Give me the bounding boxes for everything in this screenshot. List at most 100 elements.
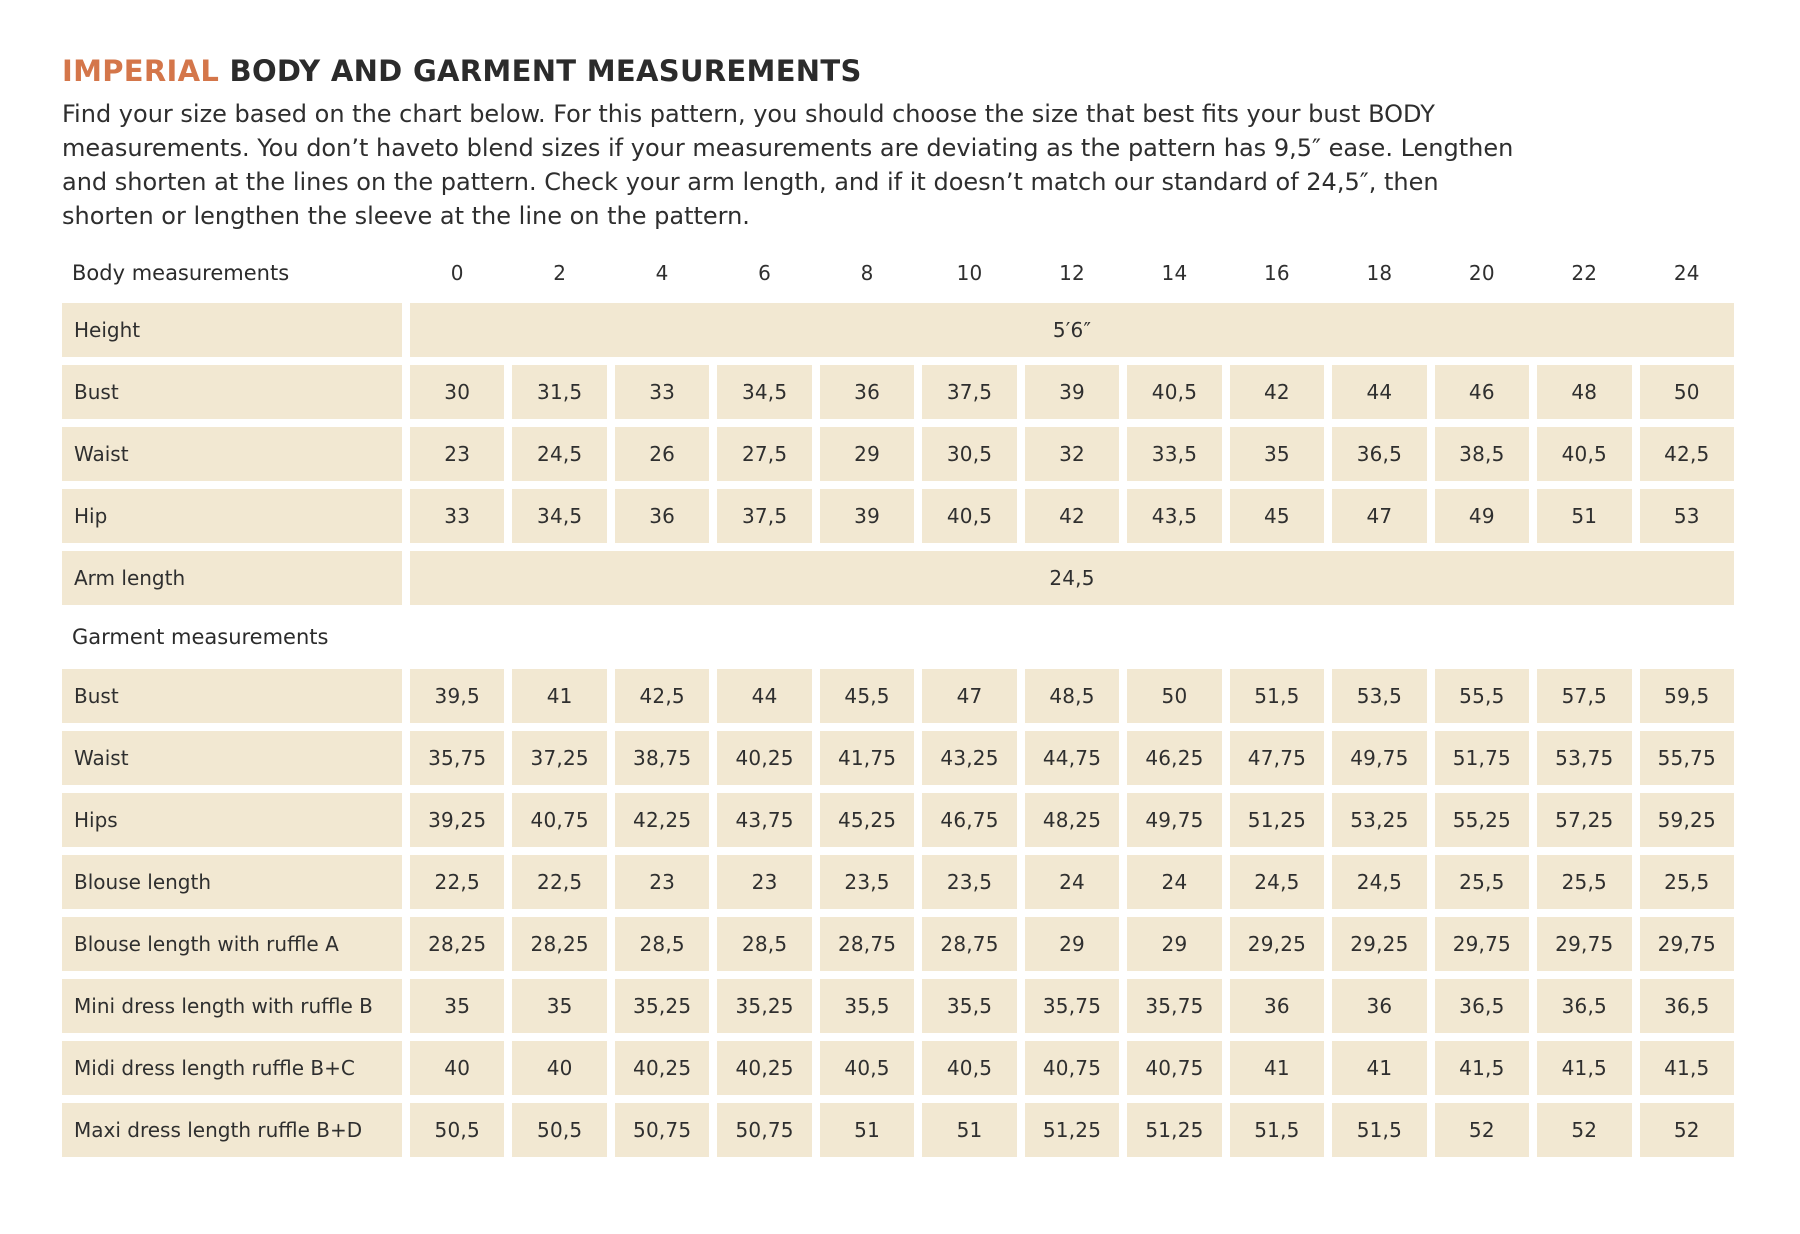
value-cell: 41,75	[819, 731, 915, 785]
value-cell: 55,25	[1434, 793, 1530, 847]
value-cell: 36	[819, 365, 915, 419]
value-cell: 40,75	[1127, 1041, 1222, 1095]
value-cell: 30,5	[922, 427, 1017, 481]
size-column-header: 10	[956, 261, 983, 285]
value-cell: 51,25	[1024, 1103, 1120, 1157]
value-cell: 36	[1332, 979, 1427, 1033]
value-cell: 40,25	[717, 731, 812, 785]
value-cell: 39	[819, 489, 915, 543]
value-cell: 50,5	[512, 1103, 607, 1157]
row-label: Arm length	[62, 551, 402, 605]
value-cell: 35,75	[1127, 979, 1222, 1033]
value-cell: 40,25	[717, 1041, 812, 1095]
value-cell: 46	[1434, 365, 1530, 419]
value-cell: 36,5	[1434, 979, 1530, 1033]
value-cell: 29	[1024, 917, 1120, 971]
size-column-header: 16	[1263, 261, 1290, 285]
row-label: Maxi dress length ruffle B+D	[62, 1103, 402, 1157]
value-cell: 51,5	[1229, 1103, 1325, 1157]
row-label: Mini dress length with ruffle B	[62, 979, 402, 1033]
value-cell: 46,75	[922, 793, 1017, 847]
title-highlight: IMPERIAL	[62, 54, 220, 88]
garment-header-spacer	[410, 613, 1734, 661]
value-cell: 45,25	[819, 793, 915, 847]
value-cell: 44	[717, 669, 812, 723]
value-cell: 47	[1332, 489, 1427, 543]
value-cell: 55,75	[1639, 731, 1734, 785]
value-cell: 57,5	[1537, 669, 1632, 723]
row-label: Midi dress length ruffle B+C	[62, 1041, 402, 1095]
value-cell: 28,75	[922, 917, 1017, 971]
size-column-header: 0	[450, 261, 464, 285]
value-cell: 28,75	[819, 917, 915, 971]
value-cell: 28,5	[717, 917, 812, 971]
value-cell: 29,25	[1229, 917, 1325, 971]
value-cell: 50	[1639, 365, 1734, 419]
value-cell: 51	[1537, 489, 1632, 543]
intro-line: measurements. You don’t haveto blend siz…	[62, 134, 1514, 162]
value-cell: 49,75	[1332, 731, 1427, 785]
value-cell: 30	[410, 365, 505, 419]
value-cell: 24	[1024, 855, 1120, 909]
value-cell: 40,75	[512, 793, 607, 847]
value-cell: 41,5	[1639, 1041, 1734, 1095]
value-cell: 28,25	[410, 917, 505, 971]
value-cell: 53,75	[1537, 731, 1632, 785]
value-cell: 24,5	[1332, 855, 1427, 909]
intro-line: Find your size based on the chart below.…	[62, 100, 1435, 128]
value-cell: 39	[1024, 365, 1120, 419]
value-cell: 51,75	[1434, 731, 1530, 785]
size-column-header: 2	[553, 261, 567, 285]
value-cell: 33	[614, 365, 710, 419]
body-section-header: Body measurements	[72, 261, 290, 285]
value-cell: 24,5	[512, 427, 607, 481]
intro-paragraph: Find your size based on the chart below.…	[62, 97, 1734, 233]
value-cell: 42,5	[1639, 427, 1734, 481]
value-cell: 35,75	[410, 731, 505, 785]
value-cell: 38,5	[1434, 427, 1530, 481]
value-cell: 52	[1639, 1103, 1734, 1157]
garment-section-header: Garment measurements	[72, 625, 329, 649]
value-cell: 50,75	[717, 1103, 812, 1157]
row-label: Bust	[62, 365, 402, 419]
size-column-header: 14	[1161, 261, 1188, 285]
value-cell: 40	[512, 1041, 607, 1095]
value-cell: 50,75	[614, 1103, 710, 1157]
size-column-header: 22	[1571, 261, 1598, 285]
value-cell: 40,5	[819, 1041, 915, 1095]
value-cell: 59,25	[1639, 793, 1734, 847]
value-cell: 22,5	[512, 855, 607, 909]
value-cell: 42,25	[614, 793, 710, 847]
value-cell: 42	[1229, 365, 1325, 419]
value-cell: 25,5	[1434, 855, 1530, 909]
value-cell: 22,5	[410, 855, 505, 909]
size-column-header: 24	[1673, 261, 1700, 285]
title-rest: BODY AND GARMENT MEASUREMENTS	[219, 54, 862, 88]
value-cell: 53	[1639, 489, 1734, 543]
page-title: IMPERIAL BODY AND GARMENT MEASUREMENTS	[62, 54, 1734, 88]
intro-line: shorten or lengthen the sleeve at the li…	[62, 202, 750, 230]
value-cell: 36,5	[1639, 979, 1734, 1033]
value-cell: 51,5	[1332, 1103, 1427, 1157]
value-cell: 49	[1434, 489, 1530, 543]
value-cell: 31,5	[512, 365, 607, 419]
value-cell: 47,75	[1229, 731, 1325, 785]
value-cell: 40,75	[1024, 1041, 1120, 1095]
size-column-header: 12	[1059, 261, 1085, 285]
value-cell: 35,5	[819, 979, 915, 1033]
value-cell: 34,5	[717, 365, 812, 419]
value-cell: 23,5	[819, 855, 915, 909]
value-cell: 50	[1127, 669, 1222, 723]
value-cell: 46,25	[1127, 731, 1222, 785]
value-cell: 40,5	[922, 1041, 1017, 1095]
value-cell: 48,5	[1024, 669, 1120, 723]
value-cell: 51,5	[1229, 669, 1325, 723]
value-cell: 41,5	[1537, 1041, 1632, 1095]
size-column-header: 8	[860, 261, 874, 285]
value-cell: 43,25	[922, 731, 1017, 785]
value-cell: 49,75	[1127, 793, 1222, 847]
value-cell: 29,75	[1639, 917, 1734, 971]
row-label: Waist	[62, 427, 402, 481]
row-label: Waist	[62, 731, 402, 785]
